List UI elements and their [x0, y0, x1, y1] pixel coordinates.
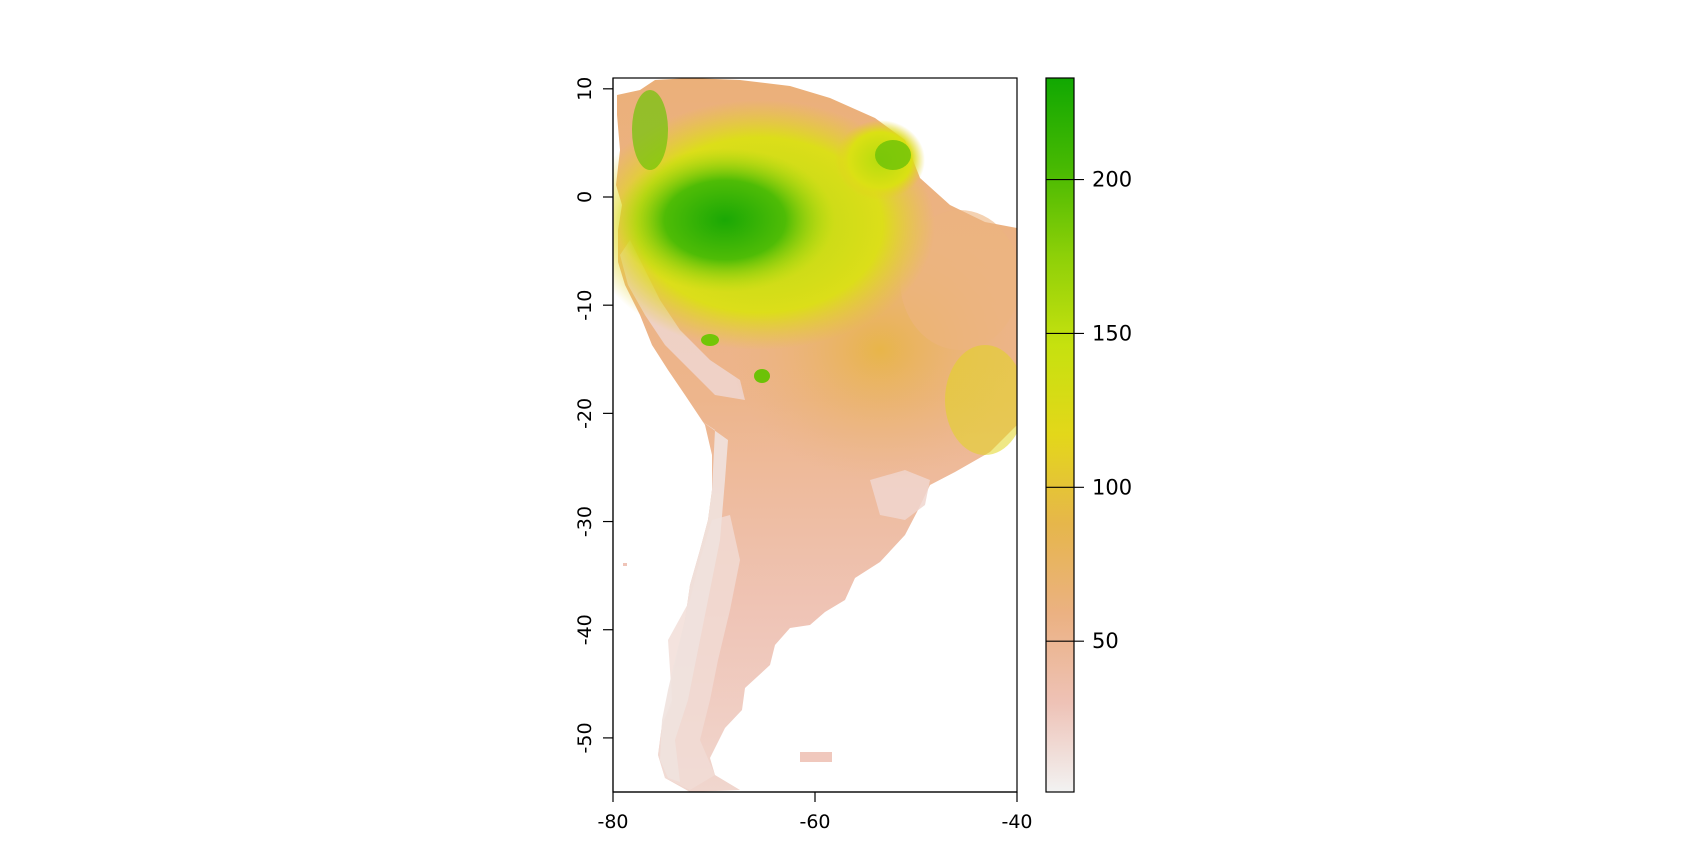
x-tick-label: -40: [1001, 811, 1032, 833]
peru-patch: [701, 334, 719, 346]
y-tick-label: -30: [574, 506, 596, 537]
colorbar-tick-label: 50: [1092, 629, 1119, 653]
y-tick-label: 10: [574, 77, 596, 101]
y-tick-label: -40: [574, 614, 596, 645]
colorbar-tick-label: 100: [1092, 475, 1132, 499]
colorbar: [1045, 77, 1075, 793]
bolivia-patch: [754, 369, 770, 383]
southeast-coast-yellow: [945, 345, 1017, 455]
y-tick-label: -20: [574, 398, 596, 429]
raster-map: [613, 78, 1017, 792]
falkland-islands: [800, 752, 832, 762]
y-axis: 10 0 -10 -20 -30 -40 -50: [574, 77, 614, 792]
andes-highland-south: [660, 420, 728, 782]
colorbar-tick-label: 200: [1092, 168, 1132, 192]
x-tick-label: -80: [597, 811, 628, 833]
y-tick-label: 0: [574, 191, 596, 203]
colorbar-legend: 50 100 150 200: [1045, 77, 1132, 793]
x-tick-label: -60: [799, 811, 830, 833]
x-axis: -80 -60 -40: [597, 791, 1033, 833]
small-island: [623, 563, 627, 566]
y-tick-label: -10: [574, 290, 596, 321]
pale-southeast-patch: [870, 470, 930, 520]
y-tick-label: -50: [574, 722, 596, 753]
colorbar-tick-label: 150: [1092, 321, 1132, 345]
amazon-core: [615, 148, 835, 292]
guiana-core: [875, 140, 911, 170]
colombia-wet: [632, 90, 668, 170]
